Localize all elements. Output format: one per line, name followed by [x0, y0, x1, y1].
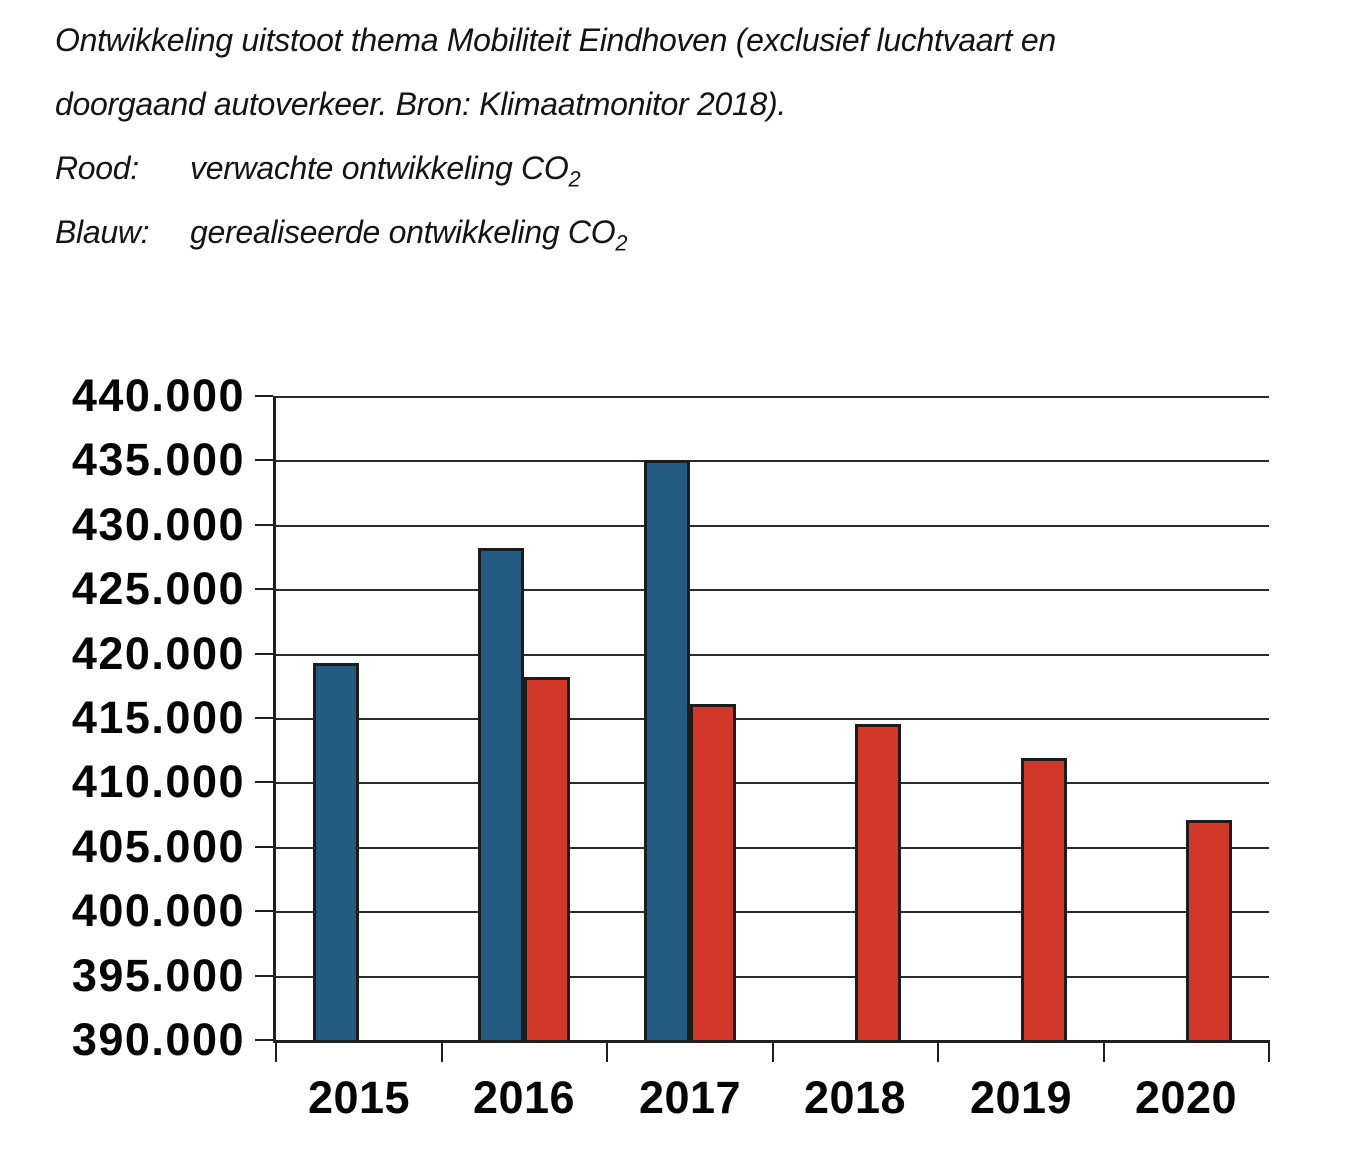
- x-axis-label: 2020: [1134, 1072, 1238, 1123]
- y-axis-tick: [255, 524, 273, 526]
- y-axis-tick: [255, 975, 273, 977]
- legend-text-blauw: gerealiseerde ontwikkeling CO2: [190, 214, 627, 254]
- gridline: [276, 976, 1269, 978]
- y-axis-tick: [255, 588, 273, 590]
- y-axis-tick: [255, 459, 273, 461]
- y-axis-label: 425.000: [71, 563, 245, 614]
- x-axis-tick: [606, 1040, 608, 1062]
- legend-row-blauw: Blauw: gerealiseerde ontwikkeling CO2: [55, 200, 1056, 264]
- bar-2017-rood: [690, 704, 736, 1040]
- x-axis-tick: [441, 1040, 443, 1062]
- x-axis-tick: [1268, 1040, 1270, 1062]
- legend-color-word-rood: Rood:: [55, 150, 139, 186]
- chart-caption: Ontwikkeling uitstoot thema Mobiliteit E…: [55, 8, 1056, 264]
- x-axis-tick: [772, 1040, 774, 1062]
- gridline: [276, 782, 1269, 784]
- x-axis-label: 2017: [638, 1072, 742, 1123]
- bar-2016-rood: [524, 677, 570, 1040]
- y-axis-label: 405.000: [71, 821, 245, 872]
- bar-chart-plot-area: 440.000 435.000 430.000 425.000 420.000 415.0…: [72, 373, 1270, 1123]
- gridline: [276, 847, 1269, 849]
- legend-row-rood: Rood: verwachte ontwikkeling CO2: [55, 136, 1056, 200]
- y-axis-label: 420.000: [71, 628, 245, 679]
- y-axis-label: 440.000: [71, 370, 245, 421]
- y-axis-tick: [255, 717, 273, 719]
- gridline: [276, 396, 1269, 398]
- bar-2020-rood: [1186, 820, 1232, 1040]
- x-axis-label: 2015: [307, 1072, 411, 1123]
- caption-line-2: doorgaand autoverkeer. Bron: Klimaatmoni…: [55, 86, 786, 122]
- gridline: [276, 589, 1269, 591]
- legend-text-blauw-main: gerealiseerde ontwikkeling CO: [190, 214, 616, 250]
- y-axis-tick: [255, 781, 273, 783]
- y-axis-label: 395.000: [71, 950, 245, 1001]
- bar-2018-rood: [855, 724, 901, 1040]
- y-axis-label: 390.000: [71, 1014, 245, 1065]
- y-axis-tick: [255, 395, 273, 397]
- x-axis-label: 2016: [472, 1072, 576, 1123]
- x-axis-tick: [937, 1040, 939, 1062]
- caption-line-1: Ontwikkeling uitstoot thema Mobiliteit E…: [55, 22, 1056, 58]
- y-axis-label: 435.000: [71, 434, 245, 485]
- x-axis-tick: [275, 1040, 277, 1062]
- gridline: [276, 911, 1269, 913]
- legend-color-word-blauw: Blauw:: [55, 214, 150, 250]
- gridline: [276, 525, 1269, 527]
- legend-text-rood: verwachte ontwikkeling CO2: [190, 150, 581, 190]
- y-axis-label: 410.000: [71, 756, 245, 807]
- gridline: [276, 654, 1269, 656]
- y-axis-tick: [255, 653, 273, 655]
- y-axis-tick: [255, 910, 273, 912]
- bar-2015-blauw: [313, 663, 359, 1040]
- bar-2019-rood: [1021, 758, 1067, 1040]
- y-axis-label: 400.000: [71, 885, 245, 936]
- co2-subscript: 2: [568, 166, 581, 192]
- x-axis-label: 2019: [969, 1072, 1073, 1123]
- co2-subscript: 2: [615, 230, 628, 256]
- x-axis-label: 2018: [803, 1072, 907, 1123]
- x-axis-tick: [1103, 1040, 1105, 1062]
- y-axis-tick: [255, 1039, 273, 1041]
- y-axis-label: 430.000: [71, 499, 245, 550]
- bar-2017-blauw: [644, 460, 690, 1040]
- gridline: [276, 718, 1269, 720]
- y-axis-tick: [255, 846, 273, 848]
- y-axis-label: 415.000: [71, 692, 245, 743]
- legend-text-rood-main: verwachte ontwikkeling CO: [190, 150, 569, 186]
- gridline: [276, 460, 1269, 462]
- bar-2016-blauw: [478, 548, 524, 1040]
